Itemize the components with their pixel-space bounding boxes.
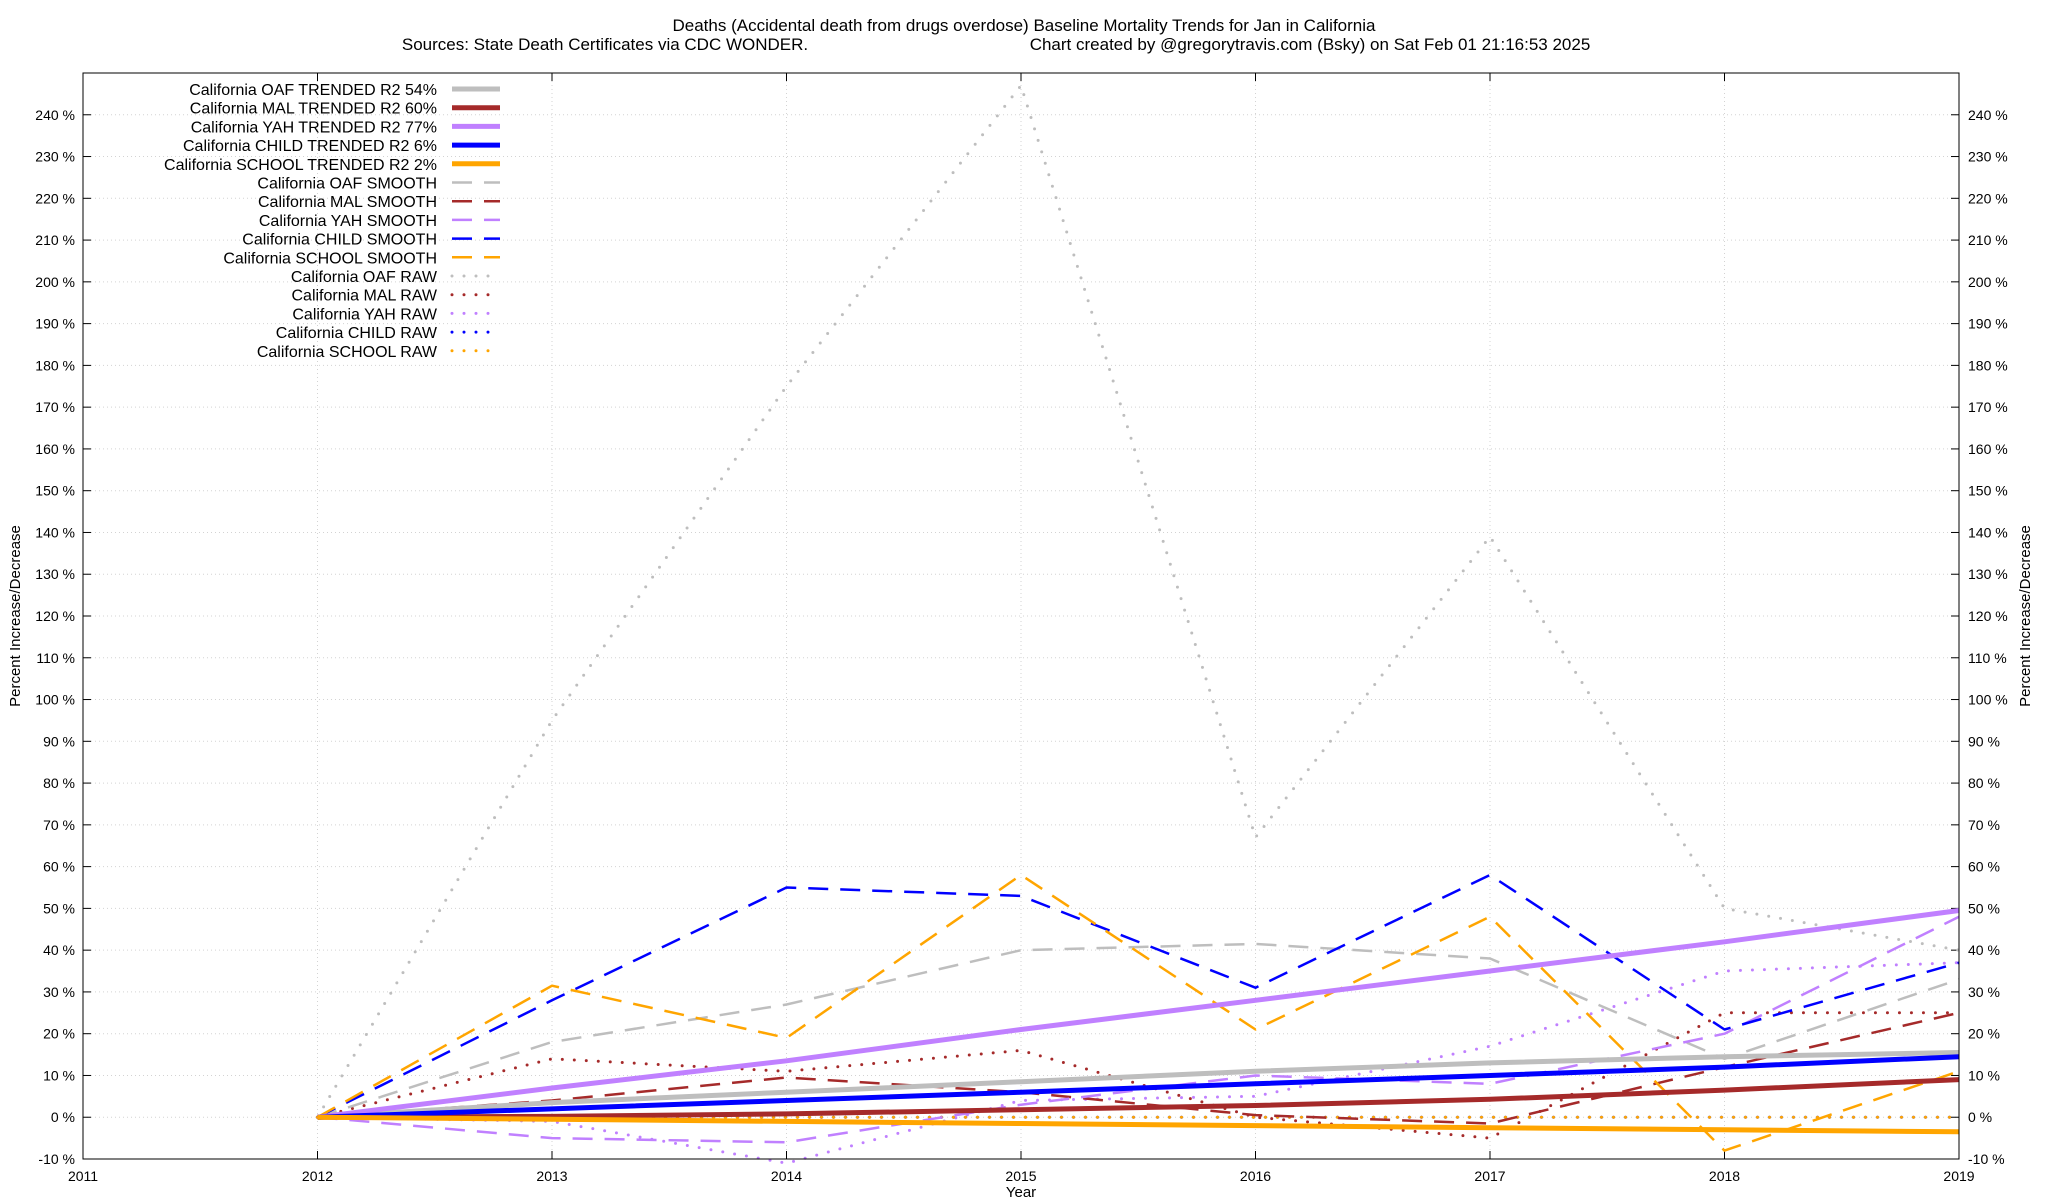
y-tick-label-left: 140 %: [35, 524, 75, 540]
y-tick-label-right: 70 %: [1968, 817, 2000, 833]
series-line-5: [317, 942, 1960, 1119]
series-line-7: [317, 915, 1960, 1144]
y-tick-label-right: 30 %: [1968, 984, 2000, 1000]
y-axis-label-left: Percent Increase/Decrease: [7, 525, 24, 707]
x-tick-label: 2011: [68, 1168, 98, 1184]
chart-subtitle-left: Sources: State Death Certificates via CD…: [402, 35, 808, 54]
x-tick-label: 2018: [1709, 1168, 1740, 1184]
series-line-6: [317, 1011, 1960, 1125]
y-tick-label-left: 210 %: [35, 232, 75, 248]
y-tick-label-right: 60 %: [1968, 859, 2000, 875]
y-tick-label-left: 100 %: [35, 692, 75, 708]
y-tick-label-left: 130 %: [35, 566, 75, 582]
y-tick-label-left: 150 %: [35, 483, 75, 499]
x-tick-label: 2014: [771, 1168, 802, 1184]
y-tick-label-right: -10 %: [1968, 1151, 2005, 1167]
legend-label: California OAF TRENDED R2 54%: [189, 82, 437, 99]
y-tick-label-left: 60 %: [43, 859, 75, 875]
series-line-10: [316, 84, 1961, 1119]
legend-label: California CHILD SMOOTH: [242, 232, 437, 249]
legend-label: California SCHOOL SMOOTH: [223, 250, 437, 267]
series-line-2: [317, 908, 1960, 1120]
axis-ticks: 2011 2012 2013 2014 2015 2016 2017 2018 2019-10 …: [35, 73, 2008, 1184]
y-tick-label-left: 200 %: [35, 274, 75, 290]
y-tick-label-left: 110 %: [36, 650, 75, 666]
y-tick-label-right: 110 %: [1968, 650, 2007, 666]
y-tick-label-right: 240 %: [1968, 107, 2008, 123]
y-tick-label-left: 240 %: [35, 107, 75, 123]
legend-label: California SCHOOL TRENDED R2 2%: [164, 157, 437, 174]
x-tick-label: 2015: [1005, 1168, 1036, 1184]
x-tick-label: 2012: [302, 1168, 333, 1184]
y-tick-label-left: 160 %: [35, 441, 75, 457]
y-tick-label-left: 230 %: [35, 149, 75, 165]
legend-label: California OAF SMOOTH: [257, 176, 437, 193]
y-tick-label-left: 20 %: [43, 1026, 75, 1042]
y-tick-label-right: 100 %: [1968, 692, 2008, 708]
y-tick-label-left: 180 %: [35, 357, 75, 373]
y-tick-label-left: 0 %: [51, 1109, 75, 1125]
y-tick-label-right: 230 %: [1968, 149, 2008, 165]
y-axis-label-right: Percent Increase/Decrease: [2017, 525, 2034, 707]
chart-title: Deaths (Accidental death from drugs over…: [672, 16, 1376, 35]
series-line-12: [316, 961, 1961, 1165]
legend-label: California CHILD RAW: [276, 325, 438, 342]
legend-label: California MAL SMOOTH: [258, 194, 437, 211]
x-tick-label: 2019: [1943, 1168, 1974, 1184]
x-axis-label: Year: [1006, 1184, 1036, 1200]
y-tick-label-right: 180 %: [1968, 357, 2008, 373]
legend-label: California SCHOOL RAW: [257, 344, 438, 361]
y-tick-label-left: 190 %: [35, 316, 75, 332]
legend-label: California YAH SMOOTH: [259, 213, 437, 230]
y-tick-label-left: 90 %: [43, 733, 75, 749]
y-tick-label-left: 120 %: [35, 608, 75, 624]
y-tick-label-left: 70 %: [43, 817, 75, 833]
y-tick-label-right: 150 %: [1968, 483, 2008, 499]
series-line-8: [316, 873, 1960, 1119]
legend-label: California MAL TRENDED R2 60%: [190, 101, 437, 118]
y-tick-label-left: -10 %: [38, 1151, 75, 1167]
x-tick-label: 2013: [536, 1168, 567, 1184]
y-tick-label-right: 50 %: [1968, 900, 2000, 916]
y-tick-label-left: 30 %: [43, 984, 75, 1000]
legend-label: California OAF RAW: [291, 269, 438, 286]
y-tick-label-right: 20 %: [1968, 1026, 2000, 1042]
plot-frame: [82, 72, 1960, 1160]
x-tick-label: 2017: [1474, 1168, 1505, 1184]
y-tick-label-right: 120 %: [1968, 608, 2008, 624]
y-tick-label-right: 190 %: [1968, 316, 2008, 332]
y-tick-label-right: 220 %: [1968, 190, 2008, 206]
series-layer: [316, 84, 1961, 1165]
series-line-3: [317, 1054, 1960, 1120]
legend: California OAF TRENDED R2 54% California …: [164, 82, 502, 361]
y-tick-label-right: 140 %: [1968, 524, 2008, 540]
y-tick-label-left: 80 %: [43, 775, 75, 791]
y-tick-label-right: 40 %: [1968, 942, 2000, 958]
y-tick-label-right: 170 %: [1968, 399, 2008, 415]
y-tick-label-left: 10 %: [43, 1067, 75, 1083]
y-tick-label-left: 40 %: [43, 942, 75, 958]
y-tick-label-left: 50 %: [43, 900, 75, 916]
series-line-1: [317, 1077, 1960, 1120]
y-tick-label-right: 200 %: [1968, 274, 2008, 290]
series-line-4: [317, 1114, 1960, 1135]
series-line-0: [317, 1050, 1960, 1120]
y-tick-label-right: 80 %: [1968, 775, 2000, 791]
legend-label: California CHILD TRENDED R2 6%: [183, 138, 437, 155]
y-tick-label-right: 160 %: [1968, 441, 2008, 457]
y-tick-label-right: 130 %: [1968, 566, 2008, 582]
series-line-9: [316, 873, 1960, 1152]
chart-subtitle-right: Chart created by @gregorytravis.com (Bsk…: [1030, 35, 1591, 54]
y-tick-label-right: 10 %: [1968, 1067, 2000, 1083]
y-tick-label-right: 90 %: [1968, 733, 2000, 749]
legend-label: California MAL RAW: [291, 288, 437, 305]
x-tick-label: 2016: [1240, 1168, 1271, 1184]
legend-label: California YAH RAW: [292, 306, 438, 323]
y-tick-label-left: 170 %: [35, 399, 75, 415]
y-tick-label-left: 220 %: [35, 190, 75, 206]
legend-label: California YAH TRENDED R2 77%: [191, 119, 437, 136]
y-tick-label-right: 0 %: [1968, 1109, 1992, 1125]
y-tick-label-right: 210 %: [1968, 232, 2008, 248]
